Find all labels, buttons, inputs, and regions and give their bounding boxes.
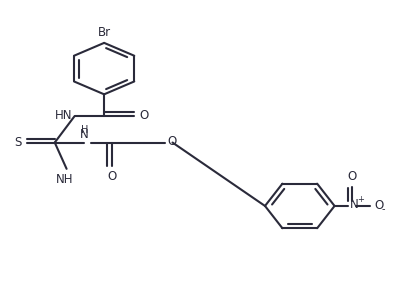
Text: NH: NH [56, 173, 73, 186]
Text: -: - [382, 204, 385, 214]
Text: S: S [15, 136, 22, 149]
Text: O: O [139, 109, 148, 122]
Text: O: O [168, 135, 177, 148]
Text: N: N [349, 198, 358, 211]
Text: N: N [80, 128, 89, 141]
Text: +: + [357, 195, 364, 204]
Text: HN: HN [55, 109, 72, 122]
Text: Br: Br [98, 25, 111, 39]
Text: H: H [81, 125, 88, 135]
Text: O: O [348, 170, 357, 183]
Text: O: O [107, 170, 117, 183]
Text: O: O [374, 199, 383, 212]
